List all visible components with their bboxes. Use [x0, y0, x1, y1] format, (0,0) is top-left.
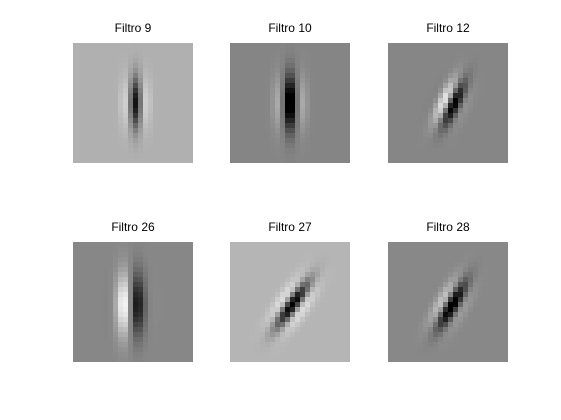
filter-image: [73, 43, 193, 163]
panel-title: Filtro 10: [268, 21, 312, 35]
filter-image: [73, 242, 193, 362]
panel-title: Filtro 27: [268, 220, 312, 234]
filter-image: [388, 242, 508, 362]
filter-image: [230, 43, 350, 163]
filter-image: [388, 43, 508, 163]
panel-title: Filtro 26: [111, 220, 155, 234]
filter-image: [230, 242, 350, 362]
panel-title: Filtro 28: [426, 220, 470, 234]
panel-title: Filtro 9: [114, 21, 152, 35]
panel-title: Filtro 12: [426, 21, 470, 35]
